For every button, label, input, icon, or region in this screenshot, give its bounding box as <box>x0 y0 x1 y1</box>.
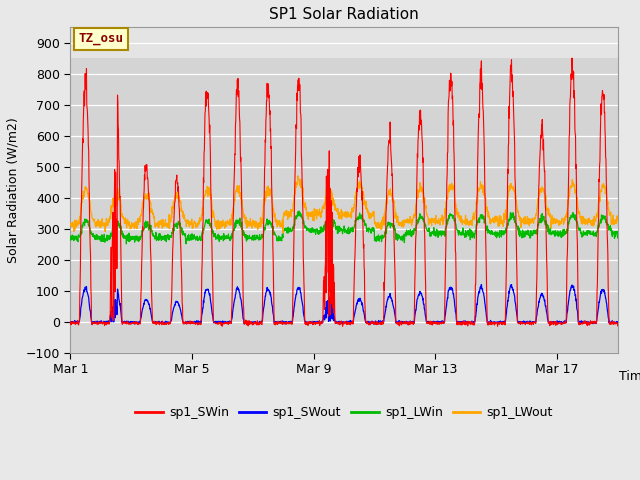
Text: TZ_osu: TZ_osu <box>79 32 124 45</box>
Y-axis label: Solar Radiation (W/m2): Solar Radiation (W/m2) <box>7 117 20 263</box>
X-axis label: Time: Time <box>619 371 640 384</box>
Bar <box>70 27 618 58</box>
Legend: sp1_SWin, sp1_SWout, sp1_LWin, sp1_LWout: sp1_SWin, sp1_SWout, sp1_LWin, sp1_LWout <box>130 401 558 424</box>
Title: SP1 Solar Radiation: SP1 Solar Radiation <box>269 7 419 22</box>
